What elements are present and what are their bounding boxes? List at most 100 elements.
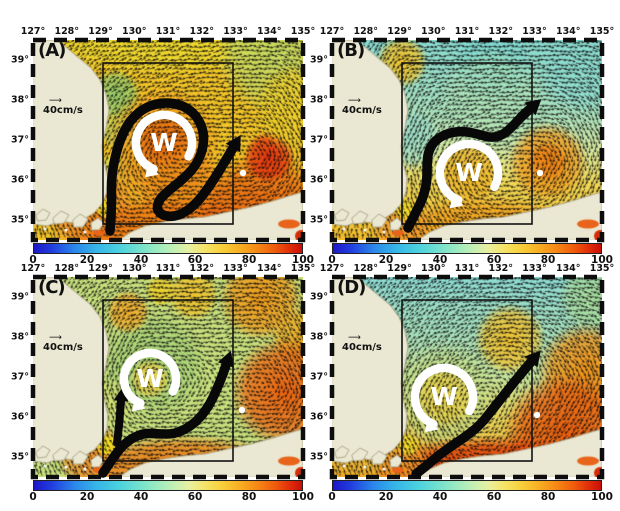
latitude-axis: 39° 38° 37° 36° 35°	[0, 40, 33, 240]
colorbar	[33, 243, 303, 254]
latitude-axis: 39° 38° 37° 36° 35°	[310, 277, 332, 477]
lat-tick: 36°	[11, 411, 29, 423]
lon-tick: 129°	[387, 26, 412, 37]
colorbar-tick: 0	[29, 491, 37, 503]
lon-tick: 128°	[54, 26, 80, 37]
lat-tick: 38°	[11, 331, 29, 343]
colorbar-ticks: 0 20 40 60 80 100	[29, 491, 314, 503]
current-scale: ⟶ 40cm/s	[342, 97, 382, 117]
lon-tick: 129°	[88, 263, 113, 274]
colorbar	[332, 243, 602, 254]
lon-tick: 127°	[20, 26, 46, 37]
colorbar-tick: 80	[241, 254, 257, 266]
map-plot: (C) ⟶ 40cm/s W	[30, 274, 306, 480]
panel-label: (C)	[38, 277, 66, 298]
map-plot: (D) ⟶ 40cm/s W	[329, 274, 605, 480]
panel-label: (D)	[337, 277, 366, 298]
lat-tick: 38°	[310, 94, 328, 106]
lat-tick: 35°	[310, 451, 328, 463]
lon-tick: 132°	[488, 26, 514, 37]
map-canvas	[33, 277, 303, 477]
longitude-axis: 127° 128° 129° 130° 131° 132° 133° 134° 135°	[21, 26, 316, 38]
lon-tick: 134°	[256, 26, 282, 37]
lon-tick: 131°	[454, 26, 480, 37]
scale-arrow-icon: ⟶	[49, 333, 62, 343]
lon-tick: 133°	[522, 26, 547, 37]
colorbar-tick: 100	[292, 254, 314, 266]
colorbar-tick: 80	[241, 491, 257, 503]
colorbar	[33, 480, 303, 491]
lon-tick: 131°	[155, 26, 181, 37]
lat-tick: 36°	[310, 411, 328, 423]
lat-tick: 39°	[310, 291, 328, 303]
colorbar-tick: 20	[79, 254, 95, 266]
colorbar-ticks: 0 20 40 60 80 100	[328, 491, 613, 503]
lat-tick: 35°	[11, 214, 29, 226]
colorbar-tick: 20	[378, 491, 394, 503]
colorbar-tick: 40	[432, 491, 448, 503]
colorbar-tick: 20	[378, 254, 394, 266]
lon-tick: 132°	[488, 263, 514, 274]
colorbar-tick: 60	[486, 254, 502, 266]
lon-tick: 130°	[121, 263, 147, 274]
lon-tick: 134°	[256, 263, 282, 274]
scale-label: 40cm/s	[342, 342, 382, 353]
latitude-axis: 39° 38° 37° 36° 35°	[0, 277, 33, 477]
current-scale: ⟶ 40cm/s	[43, 97, 83, 117]
current-scale: ⟶ 40cm/s	[43, 333, 83, 354]
lon-tick: 128°	[54, 263, 80, 274]
lon-tick: 131°	[454, 263, 480, 274]
lat-tick: 36°	[11, 174, 29, 186]
longitude-axis: 127° 128° 129° 130° 131° 132° 133° 134° 135°	[320, 263, 615, 275]
warm-eddy-label: W	[455, 158, 483, 187]
lon-tick: 133°	[223, 263, 248, 274]
lat-tick: 38°	[11, 94, 29, 106]
lon-tick: 132°	[189, 26, 215, 37]
colorbar-tick: 20	[79, 491, 95, 503]
longitude-axis: 127° 128° 129° 130° 131° 132° 133° 134° 135°	[320, 26, 615, 38]
colorbar-tick: 0	[328, 491, 336, 503]
colorbar-tick: 60	[187, 254, 203, 266]
colorbar-tick: 80	[540, 254, 556, 266]
panel-label: (B)	[337, 40, 365, 61]
lon-tick: 131°	[155, 263, 181, 274]
colorbar-tick: 100	[591, 254, 613, 266]
lat-tick: 38°	[310, 331, 328, 343]
warm-eddy-label: W	[150, 128, 178, 157]
lon-tick: 127°	[20, 263, 46, 274]
lon-tick: 130°	[121, 26, 147, 37]
colorbar	[332, 480, 602, 491]
lat-tick: 37°	[11, 371, 29, 383]
panel-d: 127° 128° 129° 130° 131° 132° 133° 134° 135° 39°…	[310, 255, 620, 510]
colorbar-ticks: 0 20 40 60 80 100	[328, 254, 613, 266]
lat-tick: 39°	[310, 54, 328, 66]
panel-a: 127° 128° 129° 130° 131° 132° 133° 134° 135° 39°…	[0, 0, 316, 266]
lon-tick: 129°	[387, 263, 412, 274]
lon-tick: 128°	[353, 263, 379, 274]
lon-tick: 134°	[555, 263, 581, 274]
lon-tick: 134°	[555, 26, 581, 37]
lat-tick: 37°	[310, 134, 328, 146]
lon-tick: 132°	[189, 263, 215, 274]
colorbar-tick: 40	[133, 254, 149, 266]
current-scale: ⟶ 40cm/s	[342, 334, 382, 354]
lon-tick: 135°	[290, 263, 316, 274]
lat-tick: 36°	[310, 174, 328, 186]
panel-b: 127° 128° 129° 130° 131° 132° 133° 134° 135° 39°…	[310, 0, 620, 266]
scale-label: 40cm/s	[342, 105, 382, 116]
lat-tick: 35°	[11, 451, 29, 463]
map-canvas	[332, 277, 602, 477]
lon-tick: 135°	[589, 263, 615, 274]
colorbar-tick: 40	[432, 254, 448, 266]
map-plot: (B) ⟶ 40cm/s W	[329, 37, 605, 243]
colorbar-tick: 40	[133, 491, 149, 503]
map-canvas	[332, 40, 602, 240]
colorbar-tick: 60	[187, 491, 203, 503]
warm-eddy-label: W	[430, 382, 458, 411]
lat-tick: 39°	[11, 291, 29, 303]
colorbar-tick: 60	[486, 491, 502, 503]
colorbar-tick: 80	[540, 491, 556, 503]
scale-label: 40cm/s	[43, 342, 83, 353]
colorbar-tick: 0	[328, 254, 336, 266]
lon-tick: 135°	[589, 26, 615, 37]
